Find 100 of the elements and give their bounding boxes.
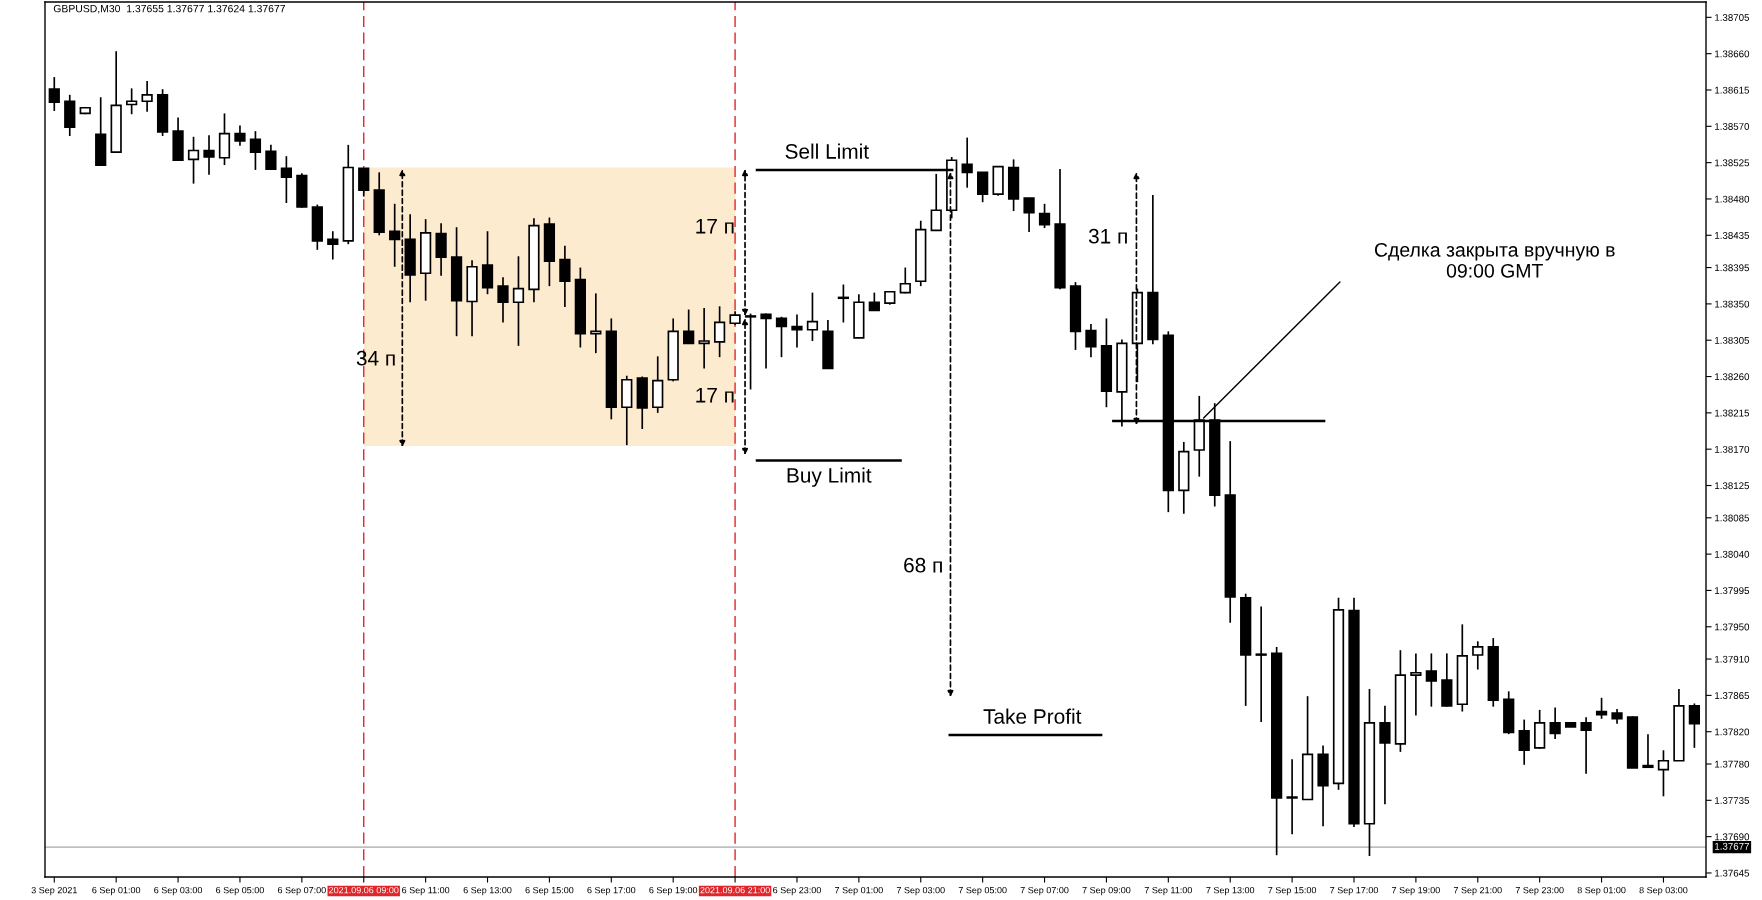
y-tick-label: 1.38170 (1715, 445, 1750, 453)
y-tick-label: 1.37780 (1715, 760, 1750, 768)
x-tick-label: 7 Sep 03:00 (896, 886, 945, 896)
x-tick-label: 7 Sep 01:00 (834, 886, 883, 896)
x-tick-label: 6 Sep 23:00 (773, 886, 821, 896)
candlestick (713, 305, 726, 359)
candlestick (512, 255, 525, 347)
y-tick-label: 1.37865 (1715, 692, 1750, 699)
candlestick (760, 312, 772, 370)
candlestick (1472, 640, 1484, 671)
y-tick-label: 1.37910 (1715, 655, 1750, 663)
candlestick (234, 124, 246, 147)
x-tick-label: 6 Sep 03:00 (154, 886, 203, 896)
x-tick-label: 6 Sep 19:00 (649, 886, 698, 896)
x-tick-label: 7 Sep 13:00 (1206, 886, 1255, 896)
candlestick (775, 315, 788, 359)
x-tick-label: 6 Sep 07:00 (277, 886, 326, 896)
x-tick-label: 3 Sep 2021 (31, 886, 77, 896)
candlestick (977, 171, 989, 204)
candlestick (126, 87, 138, 116)
x-tick-label: 7 Sep 15:00 (1268, 886, 1317, 896)
y-tick-label: 1.37995 (1715, 587, 1750, 595)
y-tick-label: 1.37820 (1715, 728, 1750, 736)
candlestick (930, 173, 942, 232)
annotation: 34 п (356, 350, 395, 366)
y-tick-label: 1.38305 (1715, 336, 1750, 344)
ref-line-label: Buy Limit (787, 467, 872, 487)
y-tick-label: 1.38395 (1715, 264, 1750, 272)
x-tick-label: 2021.09.06 21:00 (700, 886, 770, 894)
annotation: 68 п (904, 557, 942, 573)
x-tick-label: 7 Sep 19:00 (1392, 886, 1440, 896)
candlestick (806, 291, 819, 342)
ref-line-label: Take Profit (983, 708, 1082, 724)
y-tick-label: 1.38040 (1715, 550, 1750, 558)
y-tick-label: 1.37950 (1715, 623, 1750, 631)
x-tick-label: 6 Sep 13:00 (463, 886, 512, 896)
y-tick-label: 1.37735 (1715, 797, 1750, 804)
y-tick-label: 1.38705 (1715, 14, 1750, 21)
ref-line-label: 1.37677 (1715, 842, 1749, 850)
candlestick (961, 136, 973, 189)
x-tick-label: 7 Sep 09:00 (1082, 886, 1131, 896)
x-tick-label: 6 Sep 11:00 (402, 886, 450, 896)
candlestick (48, 76, 60, 112)
x-tick-label: 6 Sep 05:00 (216, 886, 264, 896)
candlestick (1023, 197, 1035, 233)
y-tick-label: 1.38125 (1715, 482, 1750, 490)
x-tick-label: 7 Sep 11:00 (1144, 886, 1192, 896)
y-tick-label: 1.38660 (1715, 50, 1750, 58)
annotation: Сделка закрыта вручную в 09:00 GMT (1374, 242, 1615, 278)
candlestick (327, 230, 339, 261)
y-tick-label: 1.37690 (1715, 833, 1750, 841)
y-tick-label: 1.37645 (1715, 869, 1750, 877)
candlestick (1595, 696, 1608, 720)
candlestick (1410, 652, 1422, 717)
candlestick (187, 135, 200, 185)
x-tick-label: 7 Sep 23:00 (1515, 886, 1564, 896)
candlestick (1580, 716, 1592, 775)
candlestick (1518, 718, 1530, 766)
x-tick-label: 8 Sep 03:00 (1639, 886, 1688, 896)
x-tick-label: 7 Sep 17:00 (1330, 886, 1378, 896)
candlestick (1642, 733, 1654, 769)
x-tick-label: 6 Sep 01:00 (92, 886, 141, 896)
x-tick-label: 6 Sep 17:00 (587, 886, 636, 896)
candlestick (358, 167, 370, 198)
candlestick (1286, 758, 1298, 836)
candlestick (1379, 705, 1391, 806)
x-tick-label: 7 Sep 07:00 (1020, 886, 1069, 896)
candlestick (1085, 323, 1097, 359)
y-tick-label: 1.38435 (1715, 232, 1750, 239)
chart-title: GBPUSD,M30 1.37655 1.37677 1.37624 1.37677 (53, 4, 286, 14)
candlestick (899, 266, 911, 295)
candlestick (1425, 652, 1437, 708)
candlestick (1657, 749, 1670, 798)
candlestick (1688, 702, 1701, 749)
y-tick-label: 1.38215 (1715, 409, 1750, 417)
x-tick-label: 7 Sep 21:00 (1453, 886, 1502, 896)
x-tick-label: 7 Sep 05:00 (958, 886, 1007, 896)
y-tick-label: 1.38085 (1715, 514, 1750, 522)
candlestick (791, 313, 803, 349)
annotation: 17 п (696, 388, 734, 403)
y-tick-label: 1.38525 (1715, 159, 1750, 167)
candlestick (435, 222, 447, 277)
y-tick-label: 1.38615 (1715, 86, 1750, 94)
annotation: 31 п (1088, 228, 1127, 244)
candlestick (497, 276, 509, 324)
candlestick (249, 130, 262, 171)
candlestick (481, 230, 494, 296)
candlestick (203, 134, 215, 176)
candlestick (141, 80, 153, 113)
x-tick-label: 6 Sep 15:00 (525, 886, 574, 896)
candlestick (265, 144, 277, 170)
x-tick-label: 8 Sep 01:00 (1577, 886, 1626, 896)
candlestick (280, 155, 293, 204)
y-tick-label: 1.38350 (1715, 300, 1750, 308)
candlestick (698, 307, 710, 370)
candlestick (1549, 706, 1561, 740)
candlestick (683, 308, 695, 345)
candlestick (559, 244, 571, 308)
candlestick (590, 292, 602, 354)
ref-line-label: Sell Limit (785, 143, 869, 159)
